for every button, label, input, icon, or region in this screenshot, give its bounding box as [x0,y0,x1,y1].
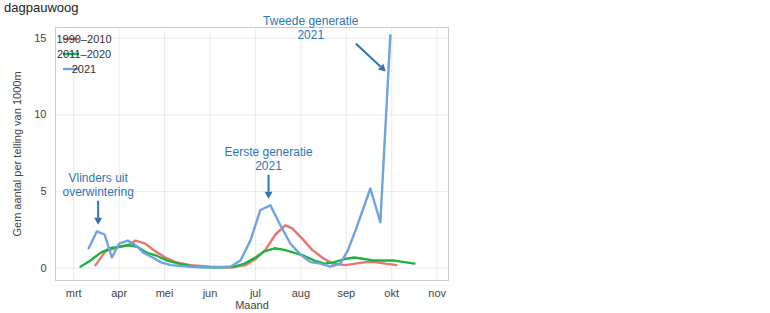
svg-text:Gem aantal per telling van 100: Gem aantal per telling van 1000m [11,71,23,236]
svg-text:nov: nov [428,287,446,299]
svg-text:Tweede generatie: Tweede generatie [263,16,359,28]
svg-text:1990–2010: 1990–2010 [56,33,111,45]
svg-text:Eerste generatie: Eerste generatie [225,145,313,159]
svg-text:overwintering: overwintering [62,185,133,199]
svg-text:Vlinders uit: Vlinders uit [68,171,128,185]
svg-text:mei: mei [156,287,174,299]
svg-text:jun: jun [202,287,218,299]
svg-text:0: 0 [40,262,46,274]
html-text:dagpauwoog: dagpauwoog [4,0,79,15]
svg-text:15: 15 [34,32,46,44]
svg-text:5: 5 [40,185,46,197]
svg-text:2011–2020: 2011–2020 [57,48,111,60]
svg-text:2021: 2021 [297,28,324,42]
svg-text:Maand: Maand [235,299,269,311]
svg-text:jul: jul [249,287,261,299]
svg-text:okt: okt [384,287,399,299]
svg-text:mrt: mrt [66,287,82,299]
svg-text:aug: aug [292,287,310,299]
svg-text:sep: sep [337,287,355,299]
svg-text:2021: 2021 [72,63,96,75]
svg-text:10: 10 [34,108,46,120]
svg-text:2021: 2021 [255,159,282,173]
svg-text:apr: apr [111,287,127,299]
